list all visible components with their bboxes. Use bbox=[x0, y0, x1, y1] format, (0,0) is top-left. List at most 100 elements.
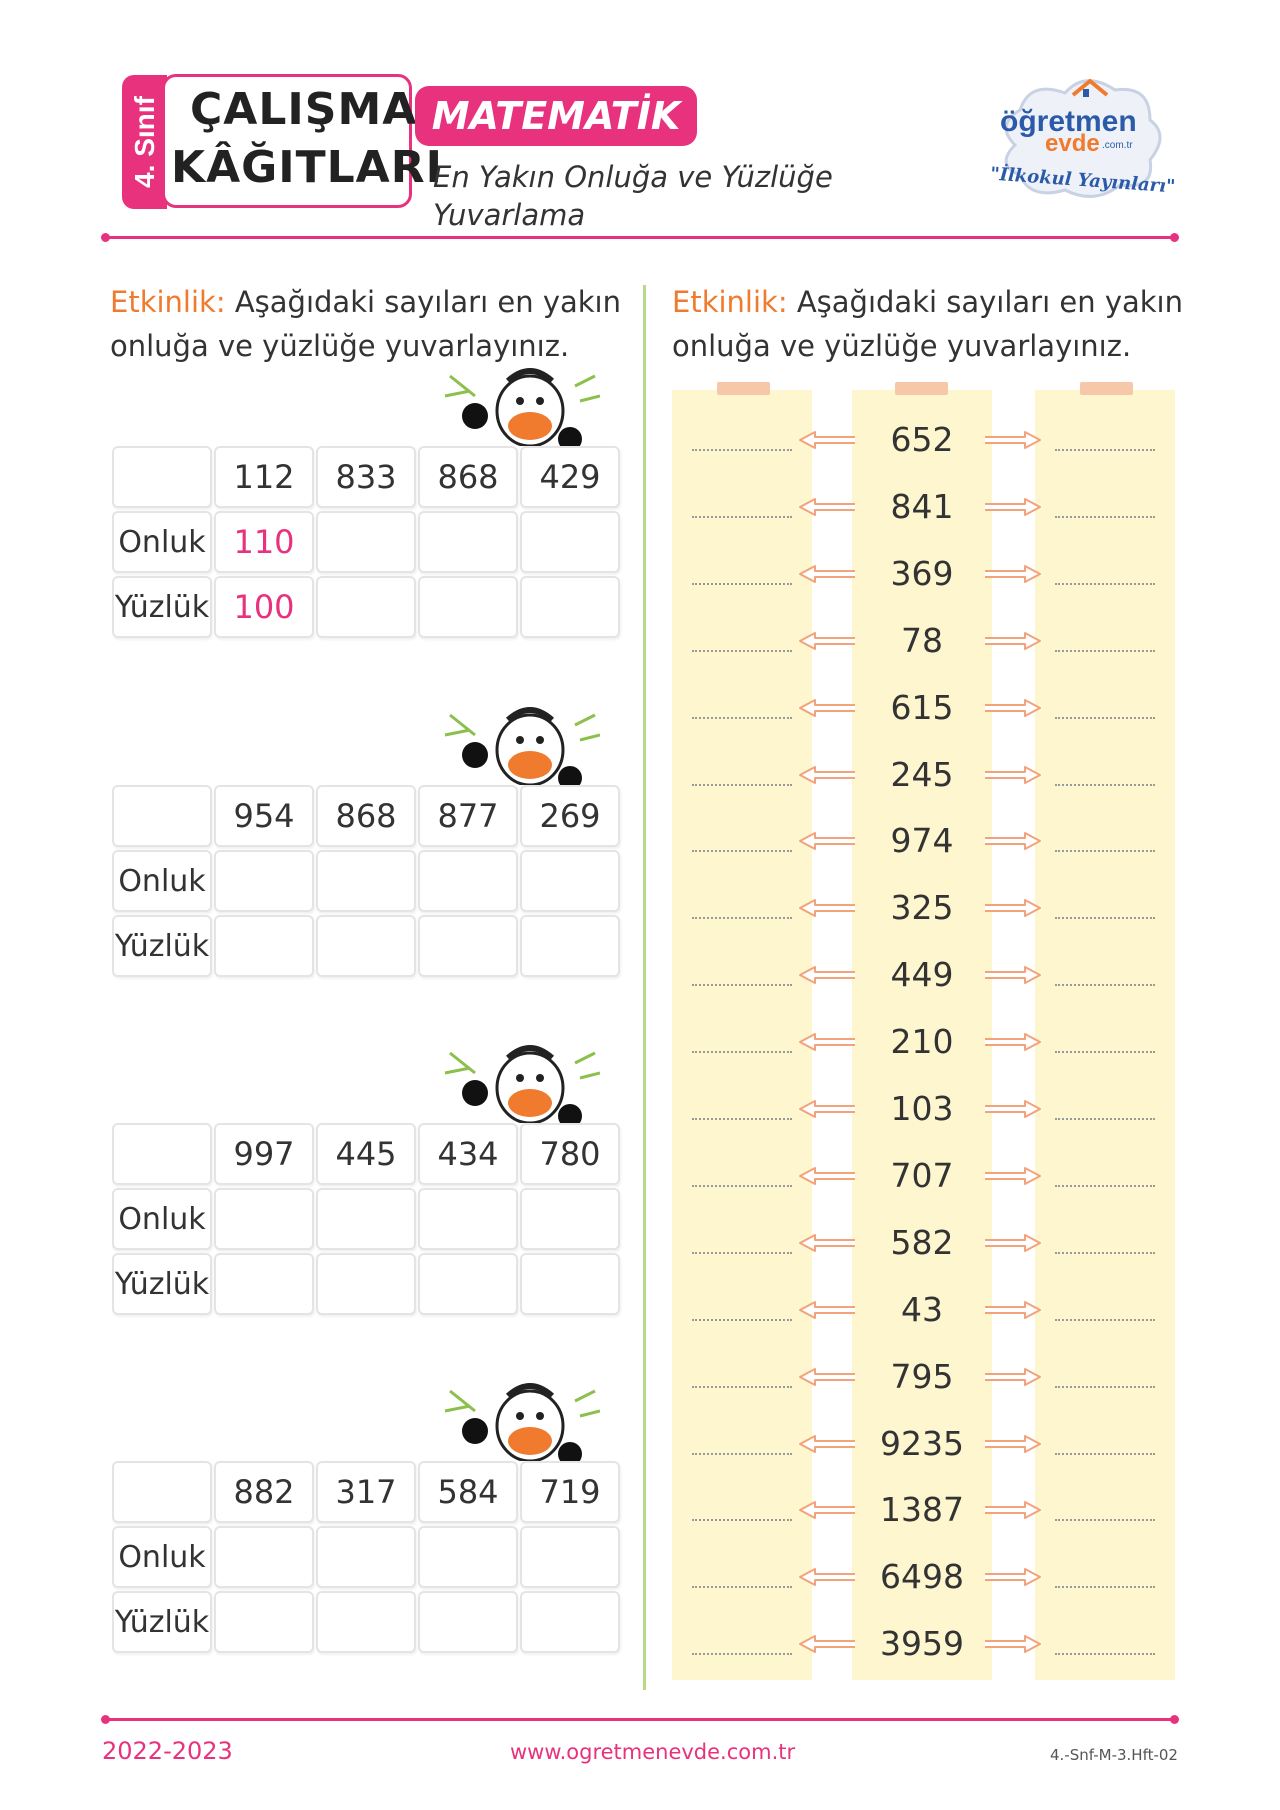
arrow-right-icon bbox=[985, 1367, 1041, 1386]
yuzluk-answer-blank[interactable] bbox=[1055, 1051, 1155, 1054]
onluk-answer-blank[interactable] bbox=[692, 1653, 792, 1656]
onluk-answer-cell[interactable] bbox=[520, 1526, 620, 1588]
arrow-right-icon bbox=[985, 431, 1041, 449]
right-instruction-line2: onluğa ve yüzlüğe yuvarlayınız. bbox=[672, 329, 1132, 363]
onluk-answer-cell[interactable] bbox=[520, 1188, 620, 1250]
yuzluk-answer-cell[interactable] bbox=[316, 576, 416, 638]
yuzluk-answer-cell[interactable] bbox=[214, 1253, 314, 1315]
yuzluk-answer-blank[interactable] bbox=[1055, 1653, 1155, 1656]
onluk-answer-cell[interactable] bbox=[520, 511, 620, 573]
onluk-answer-blank[interactable] bbox=[692, 1318, 792, 1321]
yuzluk-answer-cell[interactable] bbox=[418, 915, 518, 977]
number-to-round: 103 bbox=[890, 1089, 954, 1128]
bottom-rule-dot-right bbox=[1170, 1715, 1179, 1724]
onluk-answer-cell[interactable] bbox=[316, 850, 416, 912]
yuzluk-answer-cell[interactable] bbox=[316, 1253, 416, 1315]
onluk-answer-blank[interactable] bbox=[692, 1184, 792, 1187]
yuzluk-answer-cell[interactable]: 100 bbox=[214, 576, 314, 638]
yuzluk-answer-blank[interactable] bbox=[1055, 1318, 1155, 1321]
footer-url[interactable]: www.ogretmenevde.com.tr bbox=[510, 1740, 796, 1764]
table-number-cell: 269 bbox=[520, 785, 620, 847]
onluk-answer-cell[interactable] bbox=[214, 1526, 314, 1588]
yuzluk-answer-blank[interactable] bbox=[1055, 582, 1155, 585]
yuzluk-answer-cell[interactable] bbox=[214, 1591, 314, 1653]
yuzluk-answer-blank[interactable] bbox=[1055, 984, 1155, 987]
table-number-cell: 445 bbox=[316, 1123, 416, 1185]
onluk-answer-cell[interactable] bbox=[316, 1526, 416, 1588]
yuzluk-answer-blank[interactable] bbox=[1055, 1519, 1155, 1522]
yuzluk-answer-blank[interactable] bbox=[1055, 783, 1155, 786]
onluk-answer-cell[interactable]: 110 bbox=[214, 511, 314, 573]
table-number-cell: 882 bbox=[214, 1461, 314, 1523]
onluk-answer-cell[interactable] bbox=[214, 850, 314, 912]
yuzluk-answer-blank[interactable] bbox=[1055, 1251, 1155, 1254]
table-corner-cell bbox=[112, 1123, 212, 1185]
onluk-answer-cell[interactable] bbox=[316, 511, 416, 573]
title-line2: KÂĞITLARI bbox=[171, 142, 443, 193]
yuzluk-answer-blank[interactable] bbox=[1055, 917, 1155, 920]
number-to-round: 615 bbox=[890, 687, 954, 727]
onluk-answer-blank[interactable] bbox=[692, 1519, 792, 1522]
onluk-answer-cell[interactable] bbox=[418, 1188, 518, 1250]
onluk-answer-blank[interactable] bbox=[692, 984, 792, 987]
table-number-cell: 868 bbox=[316, 785, 416, 847]
onluk-answer-blank[interactable] bbox=[692, 716, 792, 719]
onluk-answer-blank[interactable] bbox=[692, 449, 792, 451]
yuzluk-answer-cell[interactable] bbox=[418, 576, 518, 638]
yuzluk-answer-blank[interactable] bbox=[1055, 716, 1155, 719]
yuzluk-answer-cell[interactable] bbox=[520, 1253, 620, 1315]
onluk-answer-blank[interactable] bbox=[692, 1051, 792, 1054]
yuzluk-answer-blank[interactable] bbox=[1055, 850, 1155, 853]
onluk-answer-blank[interactable] bbox=[692, 850, 792, 853]
yuzluk-answer-cell[interactable] bbox=[316, 1591, 416, 1653]
arrow-right-icon bbox=[985, 1568, 1041, 1587]
onluk-answer-blank[interactable] bbox=[692, 1452, 792, 1455]
arrow-right-icon bbox=[985, 631, 1041, 650]
row-label-onluk: Onluk bbox=[112, 1188, 212, 1250]
yuzluk-answer-blank[interactable] bbox=[1055, 1452, 1155, 1455]
yuzluk-answer-cell[interactable] bbox=[418, 1591, 518, 1653]
top-rule bbox=[105, 236, 1175, 239]
onluk-answer-blank[interactable] bbox=[692, 582, 792, 585]
onluk-answer-cell[interactable] bbox=[520, 850, 620, 912]
onluk-answer-blank[interactable] bbox=[692, 515, 792, 518]
onluk-answer-blank[interactable] bbox=[692, 1586, 792, 1589]
yuzluk-answer-blank[interactable] bbox=[1055, 449, 1155, 451]
arrow-left-icon bbox=[799, 1300, 855, 1319]
onluk-answer-cell[interactable] bbox=[418, 1526, 518, 1588]
onluk-answer-blank[interactable] bbox=[692, 783, 792, 786]
bottom-rule-dot-left bbox=[101, 1715, 110, 1724]
arrow-left-icon bbox=[799, 1367, 855, 1386]
onluk-answer-cell[interactable] bbox=[418, 850, 518, 912]
yuzluk-answer-cell[interactable] bbox=[214, 915, 314, 977]
onluk-answer-cell[interactable] bbox=[316, 1188, 416, 1250]
yuzluk-answer-blank[interactable] bbox=[1055, 1385, 1155, 1388]
yuzluk-answer-cell[interactable] bbox=[316, 915, 416, 977]
number-to-round: 974 bbox=[890, 821, 954, 861]
onluk-answer-cell[interactable] bbox=[418, 511, 518, 573]
yuzluk-answer-cell[interactable] bbox=[520, 576, 620, 638]
table-number-cell: 719 bbox=[520, 1461, 620, 1523]
onluk-answer-cell[interactable] bbox=[214, 1188, 314, 1250]
arrow-left-icon bbox=[799, 765, 855, 784]
table-corner-cell bbox=[112, 446, 212, 508]
yuzluk-answer-blank[interactable] bbox=[1055, 515, 1155, 518]
arrow-right-icon bbox=[985, 765, 1041, 784]
onluk-answer-blank[interactable] bbox=[692, 1118, 792, 1120]
yuzluk-answer-blank[interactable] bbox=[1055, 1586, 1155, 1589]
yuzluk-answer-blank[interactable] bbox=[1055, 649, 1155, 652]
arrow-right-icon bbox=[985, 1100, 1041, 1118]
subject-pill bbox=[415, 86, 697, 146]
onluk-answer-blank[interactable] bbox=[692, 917, 792, 920]
arrow-right-icon bbox=[985, 1033, 1041, 1052]
onluk-answer-blank[interactable] bbox=[692, 1385, 792, 1388]
row-label-yuzluk: Yüzlük bbox=[112, 1253, 212, 1315]
yuzluk-answer-cell[interactable] bbox=[520, 915, 620, 977]
onluk-answer-blank[interactable] bbox=[692, 649, 792, 652]
onluk-answer-blank[interactable] bbox=[692, 1251, 792, 1254]
yuzluk-answer-cell[interactable] bbox=[418, 1253, 518, 1315]
row-label-yuzluk: Yüzlük bbox=[112, 915, 212, 977]
yuzluk-answer-blank[interactable] bbox=[1055, 1118, 1155, 1120]
yuzluk-answer-cell[interactable] bbox=[520, 1591, 620, 1653]
yuzluk-answer-blank[interactable] bbox=[1055, 1184, 1155, 1187]
